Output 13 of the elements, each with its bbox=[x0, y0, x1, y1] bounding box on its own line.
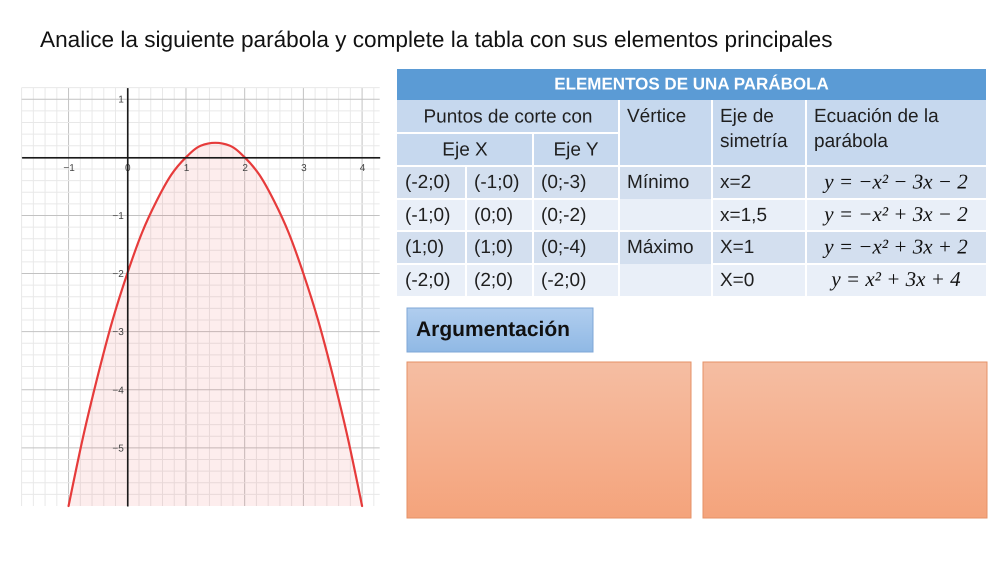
y-tick-label: −1 bbox=[112, 210, 124, 222]
x-tick-label: 3 bbox=[301, 162, 308, 174]
y-tick-label: −5 bbox=[112, 443, 124, 454]
text: Analice la siguiente parábola y complete la tabla con sus elementos principales bbox=[40, 27, 833, 52]
y-tick-label: −4 bbox=[112, 385, 124, 396]
y-tick-label: −3 bbox=[112, 327, 124, 338]
x-tick-label: 2 bbox=[242, 162, 248, 174]
x-tick-label: −1 bbox=[63, 162, 76, 174]
x-tick-label: 1 bbox=[184, 162, 190, 174]
text: Argumentación bbox=[416, 318, 570, 341]
y-tick-label: −2 bbox=[112, 269, 124, 280]
y-tick-label: 1 bbox=[118, 94, 124, 106]
x-tick-label: 4 bbox=[360, 162, 366, 174]
